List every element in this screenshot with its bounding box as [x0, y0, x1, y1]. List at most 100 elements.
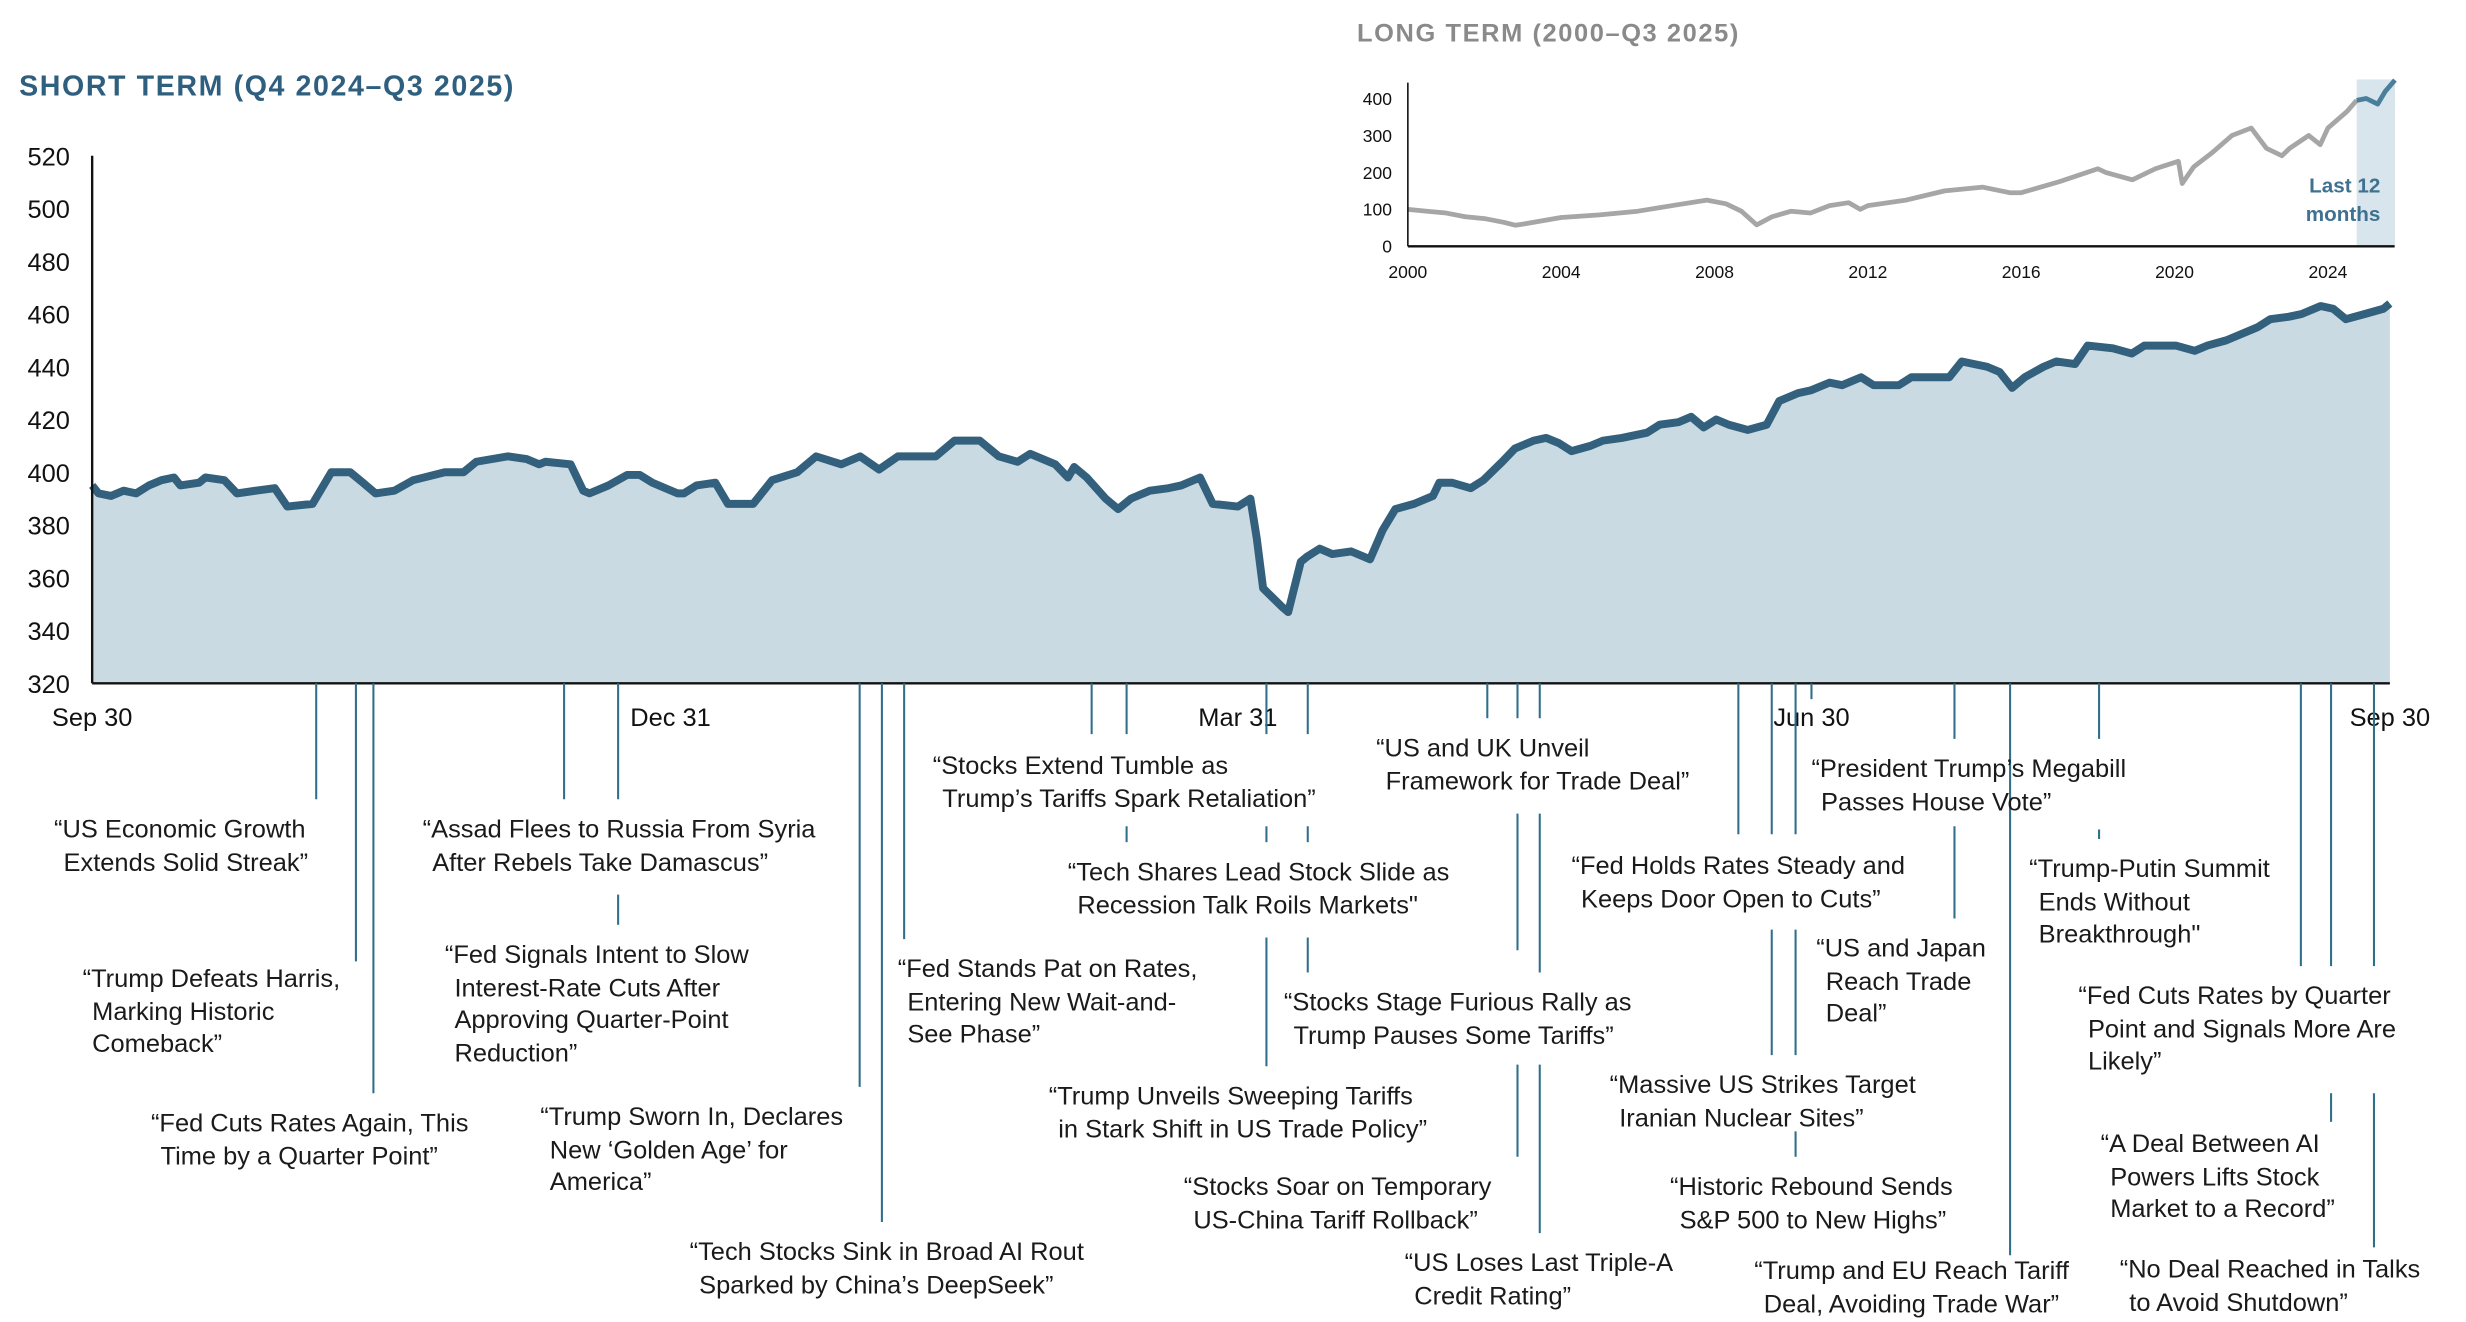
event-annotation: “Trump Unveils Sweeping Tariffs in Stark …	[1049, 1082, 1427, 1147]
event-annotation-line: Likely”	[2087, 1048, 2162, 1076]
event-annotation: “Historic Rebound Sends S&P 500 to New Hi…	[1670, 1173, 1953, 1238]
event-annotation-line: Trump Pauses Some Tariffs”	[1293, 1022, 1614, 1050]
event-annotation-line: “Massive US Strikes Target	[1609, 1072, 1916, 1100]
event-annotation-line: Credit Rating”	[1414, 1283, 1572, 1311]
y-tick-label: 340	[28, 618, 70, 646]
event-annotation: “Fed Cuts Rates Again, This Time by a Qua…	[151, 1109, 468, 1174]
inset-x-tick-label: 2008	[1695, 262, 1734, 282]
long-term-title: LONG TERM (2000–Q3 2025)	[1357, 20, 1740, 48]
event-annotation-line: Extends Solid Streak”	[63, 849, 309, 877]
event-annotation: “Assad Flees to Russia From Syria After R…	[423, 815, 816, 880]
event-annotation-line: to Avoid Shutdown”	[2129, 1289, 2348, 1317]
y-tick-label: 360	[28, 565, 70, 593]
event-annotation-line: “President Trump’s Megabill	[1811, 756, 2127, 784]
event-annotation-line: “Tech Shares Lead Stock Slide as	[1067, 859, 1450, 887]
event-annotation: “Stocks Soar on Temporary US-China Tariff…	[1184, 1173, 1492, 1238]
event-annotation: “No Deal Reached in Talks to Avoid Shutdo…	[2120, 1255, 2421, 1320]
event-annotation-line: Deal, Avoiding Trade War”	[1763, 1291, 2060, 1319]
event-annotation-line: “Historic Rebound Sends	[1670, 1174, 1953, 1202]
x-tick-label: Sep 30	[52, 704, 133, 732]
x-tick-label: Dec 31	[630, 704, 711, 732]
y-tick-label: 440	[28, 354, 70, 382]
last-12-months-label: Last 12 months	[2288, 172, 2381, 229]
event-annotation-line: “Fed Cuts Rates Again, This	[150, 1110, 469, 1138]
event-annotation: “Fed Holds Rates Steady and Keeps Door Op…	[1572, 852, 1906, 917]
event-annotation-line: Reduction”	[454, 1040, 578, 1068]
event-annotation-line: Passes House Vote”	[1820, 788, 2052, 816]
event-annotation-line: US-China Tariff Rollback”	[1193, 1206, 1478, 1234]
event-annotation-line: Keeps Door Open to Cuts”	[1581, 885, 1881, 913]
inset-x-tick-label: 2000	[1388, 262, 1427, 282]
x-tick-label: Sep 30	[2350, 704, 2431, 732]
event-annotation-line: Ends Without	[2038, 889, 2190, 917]
event-annotation-line: Approving Quarter-Point	[454, 1007, 729, 1035]
inset-y-tick-label: 100	[1363, 200, 1392, 220]
y-tick-label: 420	[28, 407, 70, 435]
event-annotation-line: Deal”	[1825, 1001, 1887, 1029]
series-line	[89, 300, 2393, 617]
event-annotation: “A Deal Between AI Powers Lifts Stock Mark…	[2101, 1130, 2335, 1228]
event-annotation-line: “No Deal Reached in Talks	[2119, 1256, 2421, 1284]
x-tick-label: Mar 31	[1198, 704, 1277, 732]
y-tick-label: 320	[28, 671, 70, 699]
event-annotation-line: “Trump Sworn In, Declares	[540, 1104, 844, 1132]
event-annotation-line: “Trump and EU Reach Tariff	[1754, 1258, 2069, 1286]
event-annotation-line: Market to a Record”	[2110, 1196, 2335, 1224]
event-annotation-line: S&P 500 to New Highs”	[1679, 1206, 1947, 1234]
event-annotation-line: “US Loses Last Triple-A	[1404, 1250, 1674, 1278]
event-annotation: “Fed Stands Pat on Rates, Entering New Wa…	[898, 955, 1198, 1053]
event-annotation: “US Economic Growth Extends Solid Streak”	[54, 815, 308, 880]
event-annotation-line: “US and UK Unveil	[1376, 735, 1590, 763]
y-tick-label: 520	[28, 143, 70, 171]
event-annotation: “Stocks Stage Furious Rally as Trump Paus…	[1284, 988, 1632, 1053]
inset-x-tick-label: 2012	[1848, 262, 1887, 282]
event-annotation: “President Trump’s Megabill Passes House …	[1811, 755, 2126, 820]
last-12-line-2: months	[2305, 201, 2381, 226]
y-tick-label: 480	[28, 249, 70, 277]
event-annotation-line: Interest-Rate Cuts After	[454, 974, 721, 1002]
event-annotation-line: Time by a Quarter Point”	[160, 1143, 438, 1171]
event-annotation: “Fed Signals Intent to Slow Interest-Rate…	[445, 941, 749, 1071]
event-annotation-line: “A Deal Between AI	[2100, 1131, 2320, 1159]
inset-x-tick-label: 2016	[2002, 262, 2041, 282]
inset-x-tick-label: 2024	[2308, 262, 2347, 282]
event-annotation-line: “Tech Stocks Sink in Broad AI Rout	[689, 1239, 1084, 1267]
y-tick-label: 380	[28, 513, 70, 541]
event-annotation-line: “Assad Flees to Russia From Syria	[422, 816, 816, 844]
area-fill	[92, 303, 2390, 684]
event-annotation-line: Breakthrough"	[2038, 921, 2201, 949]
event-annotation-line: in Stark Shift in US Trade Policy”	[1058, 1116, 1428, 1144]
event-annotation-line: See Phase”	[907, 1021, 1041, 1049]
event-annotation-line: “Fed Cuts Rates by Quarter	[2078, 983, 2391, 1011]
event-annotation-line: “Trump Defeats Harris,	[82, 966, 341, 994]
inset-y-tick-label: 300	[1363, 126, 1392, 146]
event-annotation-line: “Trump-Putin Summit	[2029, 856, 2270, 884]
event-annotation-line: Marking Historic	[92, 998, 275, 1026]
event-annotation-line: New ‘Golden Age’ for	[549, 1136, 788, 1164]
event-annotation-line: Sparked by China’s DeepSeek”	[699, 1271, 1054, 1300]
event-annotation-line: Point and Signals More Are	[2087, 1016, 2397, 1044]
event-annotation: “Fed Cuts Rates by Quarter Point and Sign…	[2078, 982, 2396, 1080]
long-term-chart: 0 100 200 300 400 2000 2004 2008 2012 2016 2020 202…	[1363, 78, 2397, 282]
event-annotation-line: Iranian Nuclear Sites”	[1619, 1105, 1864, 1133]
event-annotation: “Trump Defeats Harris, Marking Historic Co…	[83, 965, 341, 1063]
last-12-line-1: Last 12	[2309, 173, 2381, 198]
last-12-months-band	[2356, 79, 2395, 247]
event-annotation: “US and UK Unveil Framework for Trade Dea…	[1376, 734, 1689, 799]
event-annotation-line: Powers Lifts Stock	[2110, 1163, 2320, 1191]
event-annotation: “Trump-Putin Summit Ends Without Breakthro…	[2029, 855, 2270, 953]
event-annotation-line: “US and Japan	[1816, 935, 1986, 963]
event-annotation: “Stocks Extend Tumble as Trump’s Tariffs …	[933, 752, 1316, 817]
y-tick-label: 500	[28, 196, 70, 224]
event-annotation-line: America”	[549, 1169, 652, 1197]
inset-x-tick-label: 2020	[2155, 262, 2194, 282]
short-term-title: SHORT TERM (Q4 2024–Q3 2025)	[19, 69, 516, 102]
event-annotation: “Tech Shares Lead Stock Slide as Recessio…	[1068, 858, 1450, 923]
event-annotation: “Trump and EU Reach Tariff Deal, Avoiding…	[1754, 1257, 2069, 1322]
y-tick-label: 400	[28, 460, 70, 488]
event-annotation-line: Framework for Trade Deal”	[1385, 768, 1690, 796]
inset-y-tick-label: 200	[1363, 163, 1392, 183]
event-annotation: “Trump Sworn In, Declares New ‘Golden Age…	[540, 1103, 843, 1201]
